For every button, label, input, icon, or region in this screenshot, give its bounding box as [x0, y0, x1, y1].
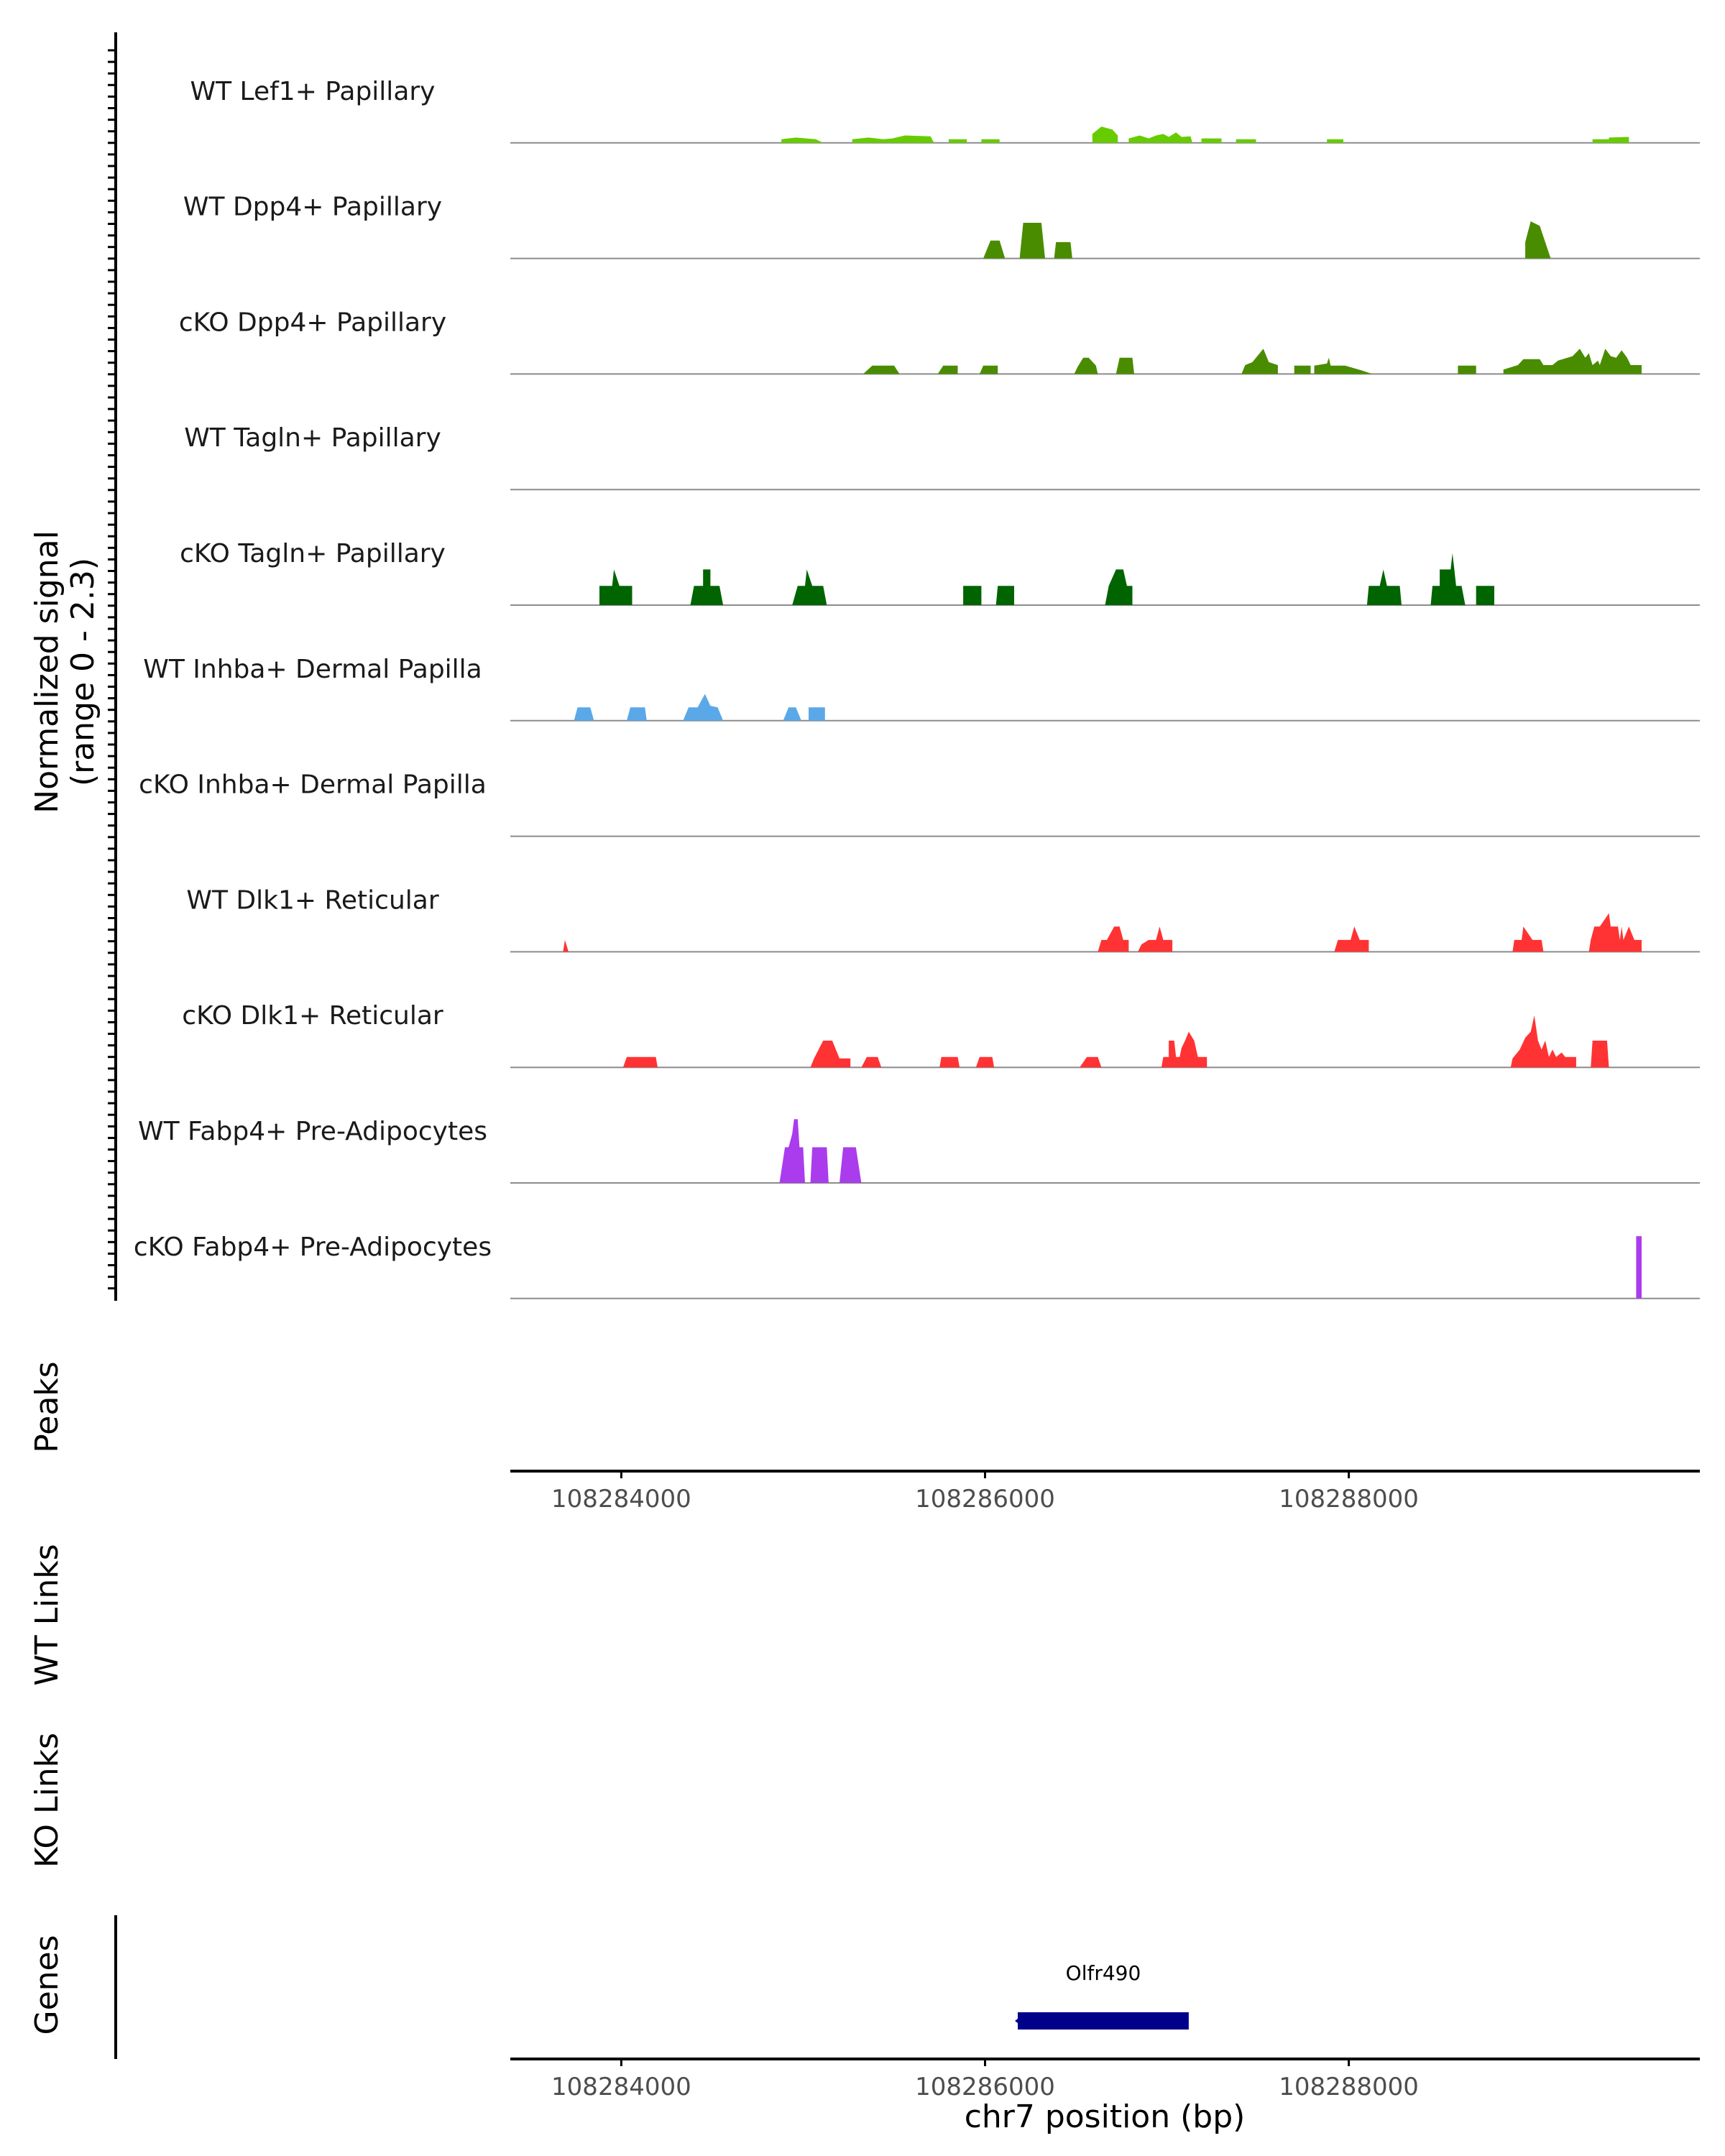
track-wt-fabp4-pre-adipocytes: WT Fabp4+ Pre-Adipocytes — [138, 1117, 1700, 1184]
gene-body — [1018, 2012, 1189, 2030]
signal-area — [510, 1015, 1700, 1068]
signal-area — [510, 221, 1700, 259]
x-axis-peaks-tick-label: 108286000 — [915, 1485, 1055, 1514]
track-label: cKO Tagln+ Papillary — [180, 539, 446, 568]
x-axis-peaks-tick-label: 108284000 — [551, 1485, 691, 1514]
track-wt-dlk1-reticular: WT Dlk1+ Reticular — [186, 885, 1700, 953]
track-label: WT Tagln+ Papillary — [184, 423, 441, 453]
track-wt-tagln-papillary: WT Tagln+ Papillary — [184, 423, 1700, 491]
signal-area — [510, 553, 1700, 605]
track-wt-dpp4-papillary: WT Dpp4+ Papillary — [183, 193, 1700, 259]
signal-area — [510, 694, 1700, 721]
signal-area — [510, 1236, 1700, 1299]
gene-olfr490: Olfr490 — [1015, 1961, 1189, 2030]
gene-label: Olfr490 — [1066, 1961, 1141, 1985]
x-axis-genes: 108284000 108286000 108288000 — [510, 2058, 1700, 2101]
track-cko-dpp4-papillary: cKO Dpp4+ Papillary — [179, 308, 1700, 375]
track-label: WT Dlk1+ Reticular — [186, 885, 438, 915]
y-axis-title-line1: Normalized signal — [29, 530, 65, 814]
x-axis-peaks-tick-label: 108288000 — [1279, 1485, 1419, 1514]
track-label: cKO Fabp4+ Pre-Adipocytes — [134, 1233, 492, 1262]
track-label: cKO Inhba+ Dermal Papilla — [139, 770, 487, 800]
x-axis-peaks: 108284000 108286000 108288000 — [510, 1470, 1700, 1514]
track-cko-dlk1-reticular: cKO Dlk1+ Reticular — [182, 1001, 1700, 1069]
track-cko-tagln-papillary: cKO Tagln+ Papillary — [180, 539, 1700, 606]
track-cko-inhba-dermal-papilla: cKO Inhba+ Dermal Papilla — [139, 770, 1700, 837]
x-axis-genes-tick-label: 108288000 — [1279, 2073, 1419, 2101]
signal-area — [510, 349, 1700, 374]
signal-area — [510, 913, 1700, 952]
track-label: WT Lef1+ Papillary — [190, 77, 436, 106]
track-label: cKO Dlk1+ Reticular — [182, 1001, 443, 1031]
signal-area — [510, 1119, 1700, 1183]
peaks-label: Peaks — [29, 1361, 65, 1452]
ko-links-label: KO Links — [29, 1733, 65, 1868]
track-label: cKO Dpp4+ Papillary — [179, 308, 446, 337]
y-axis-signal — [108, 32, 117, 1301]
track-label: WT Dpp4+ Papillary — [183, 193, 442, 222]
track-cko-fabp4-pre-adipocytes: cKO Fabp4+ Pre-Adipocytes — [134, 1233, 1700, 1299]
signal-area — [510, 126, 1700, 143]
x-axis-genes-tick-label: 108284000 — [551, 2073, 691, 2101]
gene-track: Olfr490 — [1015, 1961, 1189, 2030]
x-axis-title: chr7 position (bp) — [965, 2099, 1246, 2135]
track-label: WT Inhba+ Dermal Papilla — [143, 655, 482, 684]
signal-tracks: WT Lef1+ Papillary WT Dpp4+ Papillary cKO … — [134, 77, 1700, 1299]
gene-strand-arrow — [1015, 2012, 1026, 2030]
y-axis-ticks — [108, 49, 116, 1290]
track-wt-lef1-papillary: WT Lef1+ Papillary — [190, 77, 1700, 144]
y-axis-title: Normalized signal (range 0 - 2.3) — [29, 530, 101, 814]
x-axis-genes-tick-label: 108286000 — [915, 2073, 1055, 2101]
track-label: WT Fabp4+ Pre-Adipocytes — [138, 1117, 487, 1146]
wt-links-label: WT Links — [29, 1544, 65, 1685]
track-wt-inhba-dermal-papilla: WT Inhba+ Dermal Papilla — [143, 655, 1700, 722]
y-axis-title-line2: (range 0 - 2.3) — [65, 558, 101, 786]
genes-label: Genes — [29, 1935, 65, 2035]
